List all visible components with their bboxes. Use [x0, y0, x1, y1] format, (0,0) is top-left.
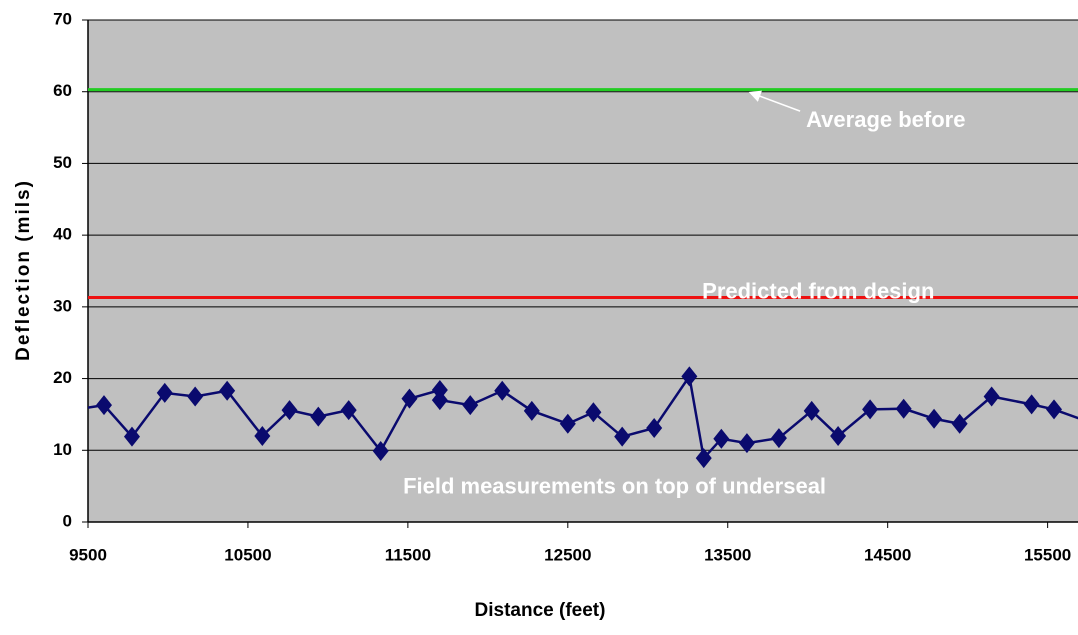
data-point	[494, 380, 511, 401]
data-point	[156, 382, 173, 403]
x-tick-label: 11500	[385, 545, 431, 564]
data-point	[340, 400, 357, 421]
y-tick-label: 50	[53, 153, 72, 172]
reference-label: Predicted from design	[702, 278, 934, 303]
data-point	[585, 402, 602, 423]
x-tick-label: 9500	[69, 545, 107, 564]
data-point	[695, 448, 712, 469]
x-tick-label: 15500	[1024, 545, 1071, 564]
data-point	[951, 413, 968, 434]
data-point	[401, 388, 418, 409]
y-tick-label: 30	[53, 296, 72, 315]
x-axis-label: Distance (feet)	[475, 600, 606, 621]
data-point	[646, 418, 663, 439]
data-point	[559, 413, 576, 434]
data-point	[64, 400, 80, 420]
y-axis-label: Deflection (mils)	[13, 179, 34, 361]
data-point	[462, 395, 479, 416]
y-tick-label: 10	[53, 440, 72, 459]
data-point	[830, 425, 847, 446]
x-tick-label: 12500	[544, 545, 591, 564]
y-tick-label: 60	[53, 81, 72, 100]
data-point	[187, 386, 204, 407]
reference-label: Average before	[806, 107, 965, 132]
data-point	[1046, 399, 1063, 420]
data-point	[681, 366, 698, 387]
data-point	[1023, 394, 1040, 415]
data-point	[523, 400, 540, 421]
x-tick-label: 13500	[704, 545, 751, 564]
data-point	[926, 408, 943, 429]
annotation-arrow	[748, 90, 801, 112]
data-point	[219, 380, 236, 401]
x-tick-label: 10500	[224, 545, 271, 564]
data-point	[983, 386, 1000, 407]
data-point	[713, 428, 730, 449]
x-tick-label: 14500	[864, 545, 911, 564]
plot-background	[88, 20, 1078, 522]
data-point	[614, 426, 631, 447]
data-point	[895, 398, 912, 419]
data-point	[738, 433, 755, 454]
data-point	[95, 395, 112, 416]
data-point	[862, 399, 879, 420]
y-tick-label: 70	[53, 9, 72, 28]
y-tick-label: 40	[53, 225, 72, 244]
data-point	[372, 441, 389, 462]
data-point	[123, 426, 140, 447]
annotation: Field measurements on top of underseal	[403, 473, 826, 498]
y-tick-label: 20	[53, 368, 72, 387]
data-point	[770, 428, 787, 449]
data-point	[431, 380, 448, 401]
data-point	[431, 390, 448, 411]
data-point	[254, 425, 271, 446]
y-tick-label: 0	[63, 511, 72, 530]
data-point	[281, 400, 298, 421]
data-point	[310, 406, 327, 427]
data-point	[803, 400, 820, 421]
plot-clip	[64, 366, 1078, 469]
